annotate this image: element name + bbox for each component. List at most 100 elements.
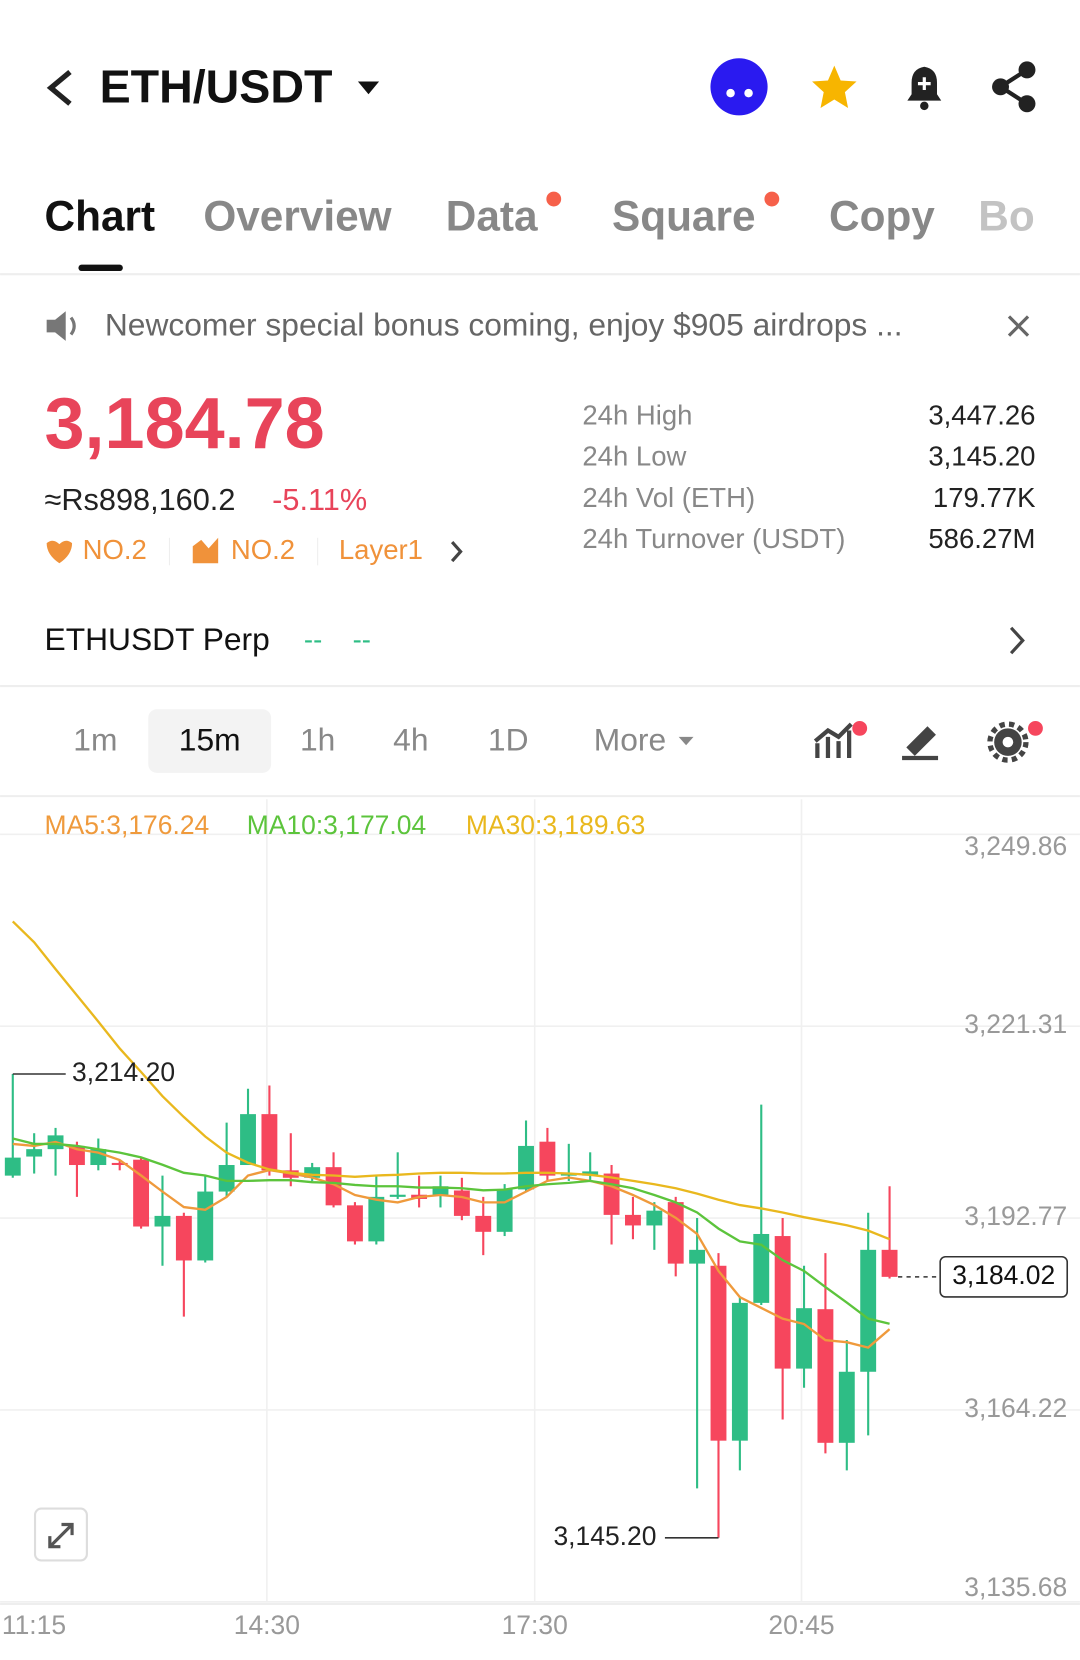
candle-body xyxy=(240,1114,256,1166)
settings-icon[interactable] xyxy=(987,720,1043,763)
candle-body xyxy=(625,1214,641,1226)
expand-button[interactable] xyxy=(33,1507,88,1562)
stat-value: 586.27M xyxy=(928,523,1035,554)
candle-body xyxy=(496,1189,513,1232)
candle-body xyxy=(603,1173,620,1215)
x-tick-label: 20:45 xyxy=(768,1610,834,1640)
pair-dropdown[interactable] xyxy=(357,81,380,95)
tab-indicator xyxy=(78,264,123,272)
timeframe[interactable]: 4h xyxy=(393,722,428,758)
tab[interactable]: Data xyxy=(446,192,538,239)
candle-body xyxy=(453,1190,470,1216)
timeframe[interactable]: 1D xyxy=(488,722,529,758)
candle-body xyxy=(881,1249,898,1277)
tab[interactable]: Bo xyxy=(978,192,1034,239)
stat-value: 179.77K xyxy=(933,482,1036,513)
announcement[interactable]: Newcomer special bonus coming, enjoy $90… xyxy=(105,307,903,343)
tag[interactable]: NO.2 xyxy=(83,534,147,565)
trend-icon xyxy=(192,537,219,564)
y-tick-label: 3,135.68 xyxy=(964,1572,1067,1602)
perp-value: -- xyxy=(304,624,322,655)
favorite-icon[interactable] xyxy=(812,65,857,108)
stat-label: 24h High xyxy=(582,399,692,430)
y-tick-label: 3,221.31 xyxy=(964,1009,1067,1039)
perp-more[interactable] xyxy=(1009,626,1025,655)
timeframe[interactable]: More xyxy=(594,722,666,758)
more-dropdown[interactable] xyxy=(678,736,694,746)
stat-value: 3,145.20 xyxy=(928,441,1035,472)
indicator-icon[interactable] xyxy=(813,720,868,759)
current-price: 3,184.02 xyxy=(952,1260,1055,1290)
candle-body xyxy=(475,1215,492,1232)
candle-body xyxy=(796,1308,812,1369)
candle-body xyxy=(154,1215,171,1227)
stat-label: 24h Low xyxy=(582,441,686,472)
tag[interactable]: NO.2 xyxy=(231,534,295,565)
tags-more[interactable] xyxy=(450,540,463,563)
back-button[interactable] xyxy=(46,69,72,106)
candle-body xyxy=(774,1236,791,1369)
candle-body xyxy=(518,1145,534,1190)
timeframe[interactable]: 15m xyxy=(179,722,241,758)
y-tick-label: 3,164.22 xyxy=(964,1393,1067,1423)
tab[interactable]: Copy xyxy=(829,192,935,239)
candle-body xyxy=(731,1302,748,1441)
candle-body xyxy=(26,1149,43,1157)
y-tick-label: 3,249.86 xyxy=(964,831,1067,861)
fiat-price: ≈Rs898,160.2 xyxy=(45,482,236,517)
tag[interactable]: Layer1 xyxy=(339,534,423,565)
notification-dot xyxy=(546,191,562,207)
price-change: -5.11% xyxy=(272,482,367,517)
low-marker: 3,145.20 xyxy=(553,1521,656,1551)
candle-body xyxy=(261,1114,278,1171)
candle-body xyxy=(860,1249,877,1372)
candle-body xyxy=(175,1215,192,1261)
tab[interactable]: Overview xyxy=(203,192,391,239)
ma-line xyxy=(11,920,891,1241)
x-tick-label: 11:15 xyxy=(2,1610,66,1640)
candle-body xyxy=(838,1371,855,1443)
legend-entry: MA30:3,189.63 xyxy=(466,810,645,840)
high-marker: 3,214.20 xyxy=(72,1057,175,1087)
notification-dot xyxy=(764,191,780,207)
stat-label: 24h Turnover (USDT) xyxy=(582,523,845,554)
candle-body xyxy=(368,1196,385,1242)
candle-body xyxy=(432,1186,449,1195)
candle-body xyxy=(111,1162,128,1166)
timeframe[interactable]: 1m xyxy=(73,722,117,758)
candle-body xyxy=(753,1233,770,1303)
ma-line xyxy=(12,1140,891,1349)
candle-body xyxy=(4,1157,21,1176)
alert-icon[interactable] xyxy=(907,66,942,111)
candle-body xyxy=(667,1202,684,1264)
pair-title[interactable]: ETH/USDT xyxy=(100,60,333,112)
perp-name[interactable]: ETHUSDT Perp xyxy=(45,621,270,657)
candle-body xyxy=(817,1309,834,1443)
draw-icon[interactable] xyxy=(902,726,939,761)
perp-value: -- xyxy=(353,624,371,655)
x-tick-label: 14:30 xyxy=(234,1610,300,1640)
close-banner[interactable] xyxy=(1007,315,1030,337)
current-price-box xyxy=(939,1255,1069,1298)
candle-body xyxy=(646,1210,663,1226)
avatar-icon[interactable] xyxy=(710,58,768,116)
candle-body xyxy=(389,1194,406,1197)
stat-label: 24h Vol (ETH) xyxy=(582,482,755,513)
stat-value: 3,447.26 xyxy=(928,399,1035,430)
tab[interactable]: Chart xyxy=(45,192,156,239)
tab[interactable]: Square xyxy=(612,192,756,239)
speaker-icon xyxy=(46,311,76,341)
candle-body xyxy=(347,1205,363,1242)
timeframe-selected-bg xyxy=(148,709,272,773)
last-price: 3,184.78 xyxy=(45,384,325,464)
timeframe[interactable]: 1h xyxy=(300,722,335,758)
candle-body xyxy=(218,1165,235,1192)
candle-body xyxy=(304,1167,321,1178)
share-icon[interactable] xyxy=(992,61,1036,113)
candle-body xyxy=(582,1171,599,1176)
candle-body xyxy=(710,1265,727,1441)
legend-entry: MA10:3,177.04 xyxy=(247,810,426,840)
